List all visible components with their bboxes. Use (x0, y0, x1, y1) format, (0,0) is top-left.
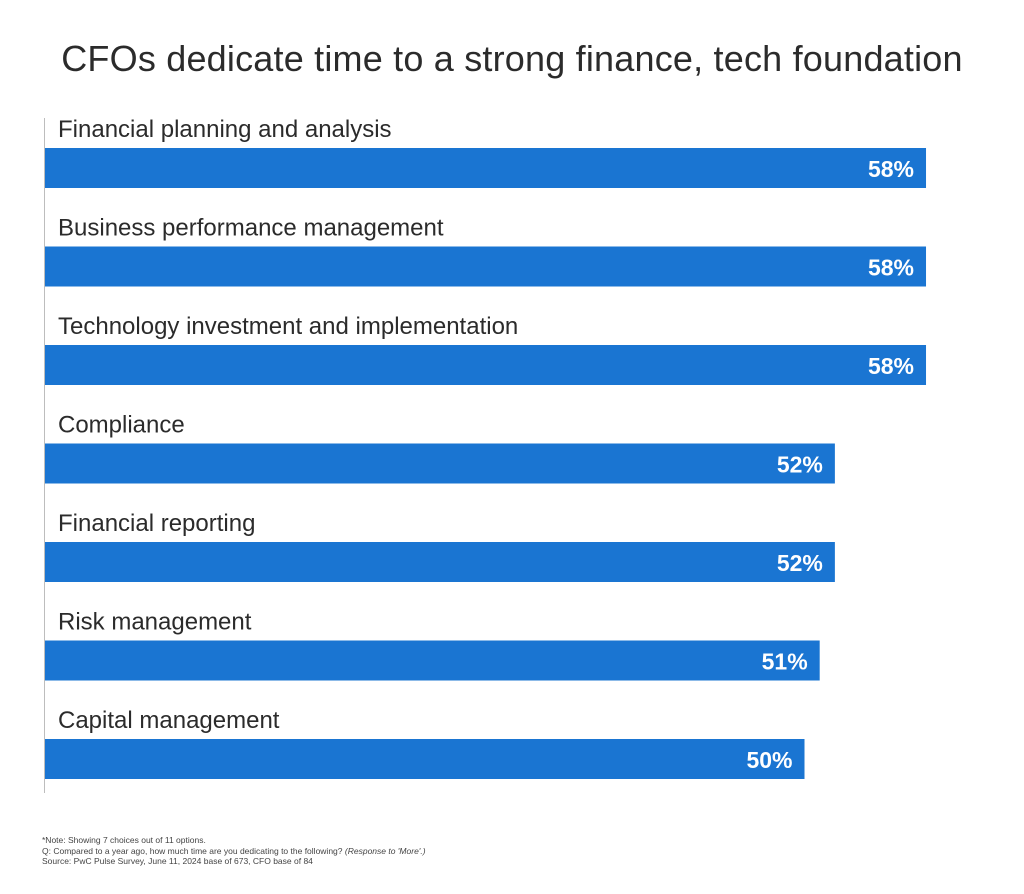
question-main: Q: Compared to a year ago, how much time… (42, 845, 343, 856)
value-label: 58% (868, 255, 914, 281)
bar (45, 246, 927, 287)
source-text: Source: PwC Pulse Survey, June 11, 2024 … (42, 856, 313, 866)
category-label: Risk management (58, 609, 252, 636)
bar (45, 739, 805, 779)
bar (45, 148, 927, 188)
bar (45, 345, 927, 385)
bar (45, 542, 835, 582)
category-label: Capital management (58, 707, 280, 734)
bar (45, 640, 820, 681)
bar (45, 443, 835, 484)
category-label: Business performance management (58, 215, 444, 242)
question-suffix: (Response to 'More'.) (344, 845, 426, 856)
value-label: 58% (868, 156, 914, 182)
bar-chart: Financial planning and analysis 58% Busine… (44, 116, 927, 793)
question-text: Q: Compared to a year ago, how much time… (42, 846, 426, 857)
category-label: Technology investment and implementation (58, 313, 518, 340)
category-label: Compliance (58, 412, 185, 439)
value-label: 52% (777, 452, 823, 478)
chart-title: CFOs dedicate time to a strong finance, … (61, 38, 963, 79)
category-label: Financial planning and analysis (58, 116, 392, 143)
chart-notes: *Note: Showing 7 choices out of 11 optio… (42, 835, 426, 867)
category-label: Financial reporting (58, 510, 255, 537)
value-label: 58% (868, 353, 914, 379)
note-text: *Note: Showing 7 choices out of 11 optio… (42, 835, 206, 845)
value-label: 52% (777, 550, 823, 576)
value-label: 50% (746, 747, 792, 773)
value-label: 51% (762, 649, 808, 675)
